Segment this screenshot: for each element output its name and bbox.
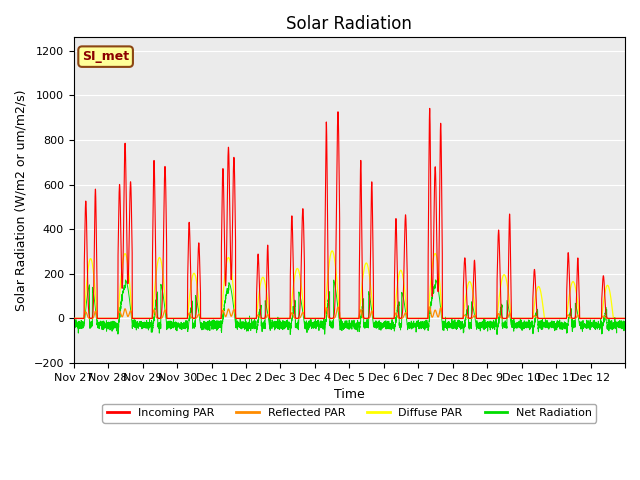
Title: Solar Radiation: Solar Radiation <box>287 15 412 33</box>
Reflected PAR <box>399 314 407 320</box>
Diffuse PAR <box>528 315 536 321</box>
Net Radiation <box>432 277 440 283</box>
Diffuse PAR <box>542 315 550 321</box>
Diffuse PAR <box>70 315 77 321</box>
Incoming PAR <box>542 315 550 321</box>
Net Radiation <box>184 324 192 329</box>
Line: Diffuse PAR: Diffuse PAR <box>74 251 625 318</box>
Reflected PAR <box>370 315 378 321</box>
Incoming PAR <box>426 106 433 111</box>
Net Radiation <box>501 322 509 327</box>
Reflected PAR <box>528 315 536 321</box>
Reflected PAR <box>621 315 629 321</box>
Reflected PAR <box>426 304 433 310</box>
Incoming PAR <box>500 315 508 321</box>
Diffuse PAR <box>500 272 508 278</box>
Net Radiation <box>70 322 77 328</box>
Diffuse PAR <box>184 309 192 315</box>
Line: Reflected PAR: Reflected PAR <box>74 307 625 318</box>
Reflected PAR <box>542 315 550 321</box>
Incoming PAR <box>184 257 192 263</box>
Diffuse PAR <box>328 248 336 254</box>
Line: Incoming PAR: Incoming PAR <box>74 108 625 318</box>
Diffuse PAR <box>621 315 629 321</box>
Diffuse PAR <box>370 315 378 321</box>
Incoming PAR <box>621 315 629 321</box>
Y-axis label: Solar Radiation (W/m2 or um/m2/s): Solar Radiation (W/m2 or um/m2/s) <box>15 89 28 311</box>
Net Radiation <box>542 323 550 328</box>
Incoming PAR <box>528 315 536 321</box>
Incoming PAR <box>370 315 378 321</box>
Reflected PAR <box>70 315 77 321</box>
Incoming PAR <box>70 315 77 321</box>
Reflected PAR <box>500 315 508 321</box>
Incoming PAR <box>399 293 407 299</box>
Reflected PAR <box>184 312 192 318</box>
Net Radiation <box>370 324 378 329</box>
Diffuse PAR <box>399 277 407 283</box>
Line: Net Radiation: Net Radiation <box>74 280 625 335</box>
Legend: Incoming PAR, Reflected PAR, Diffuse PAR, Net Radiation: Incoming PAR, Reflected PAR, Diffuse PAR… <box>102 404 596 422</box>
Net Radiation <box>621 327 629 333</box>
Net Radiation <box>399 295 407 301</box>
Text: SI_met: SI_met <box>82 50 129 63</box>
Net Radiation <box>528 320 536 325</box>
Net Radiation <box>286 332 294 337</box>
X-axis label: Time: Time <box>334 388 365 401</box>
